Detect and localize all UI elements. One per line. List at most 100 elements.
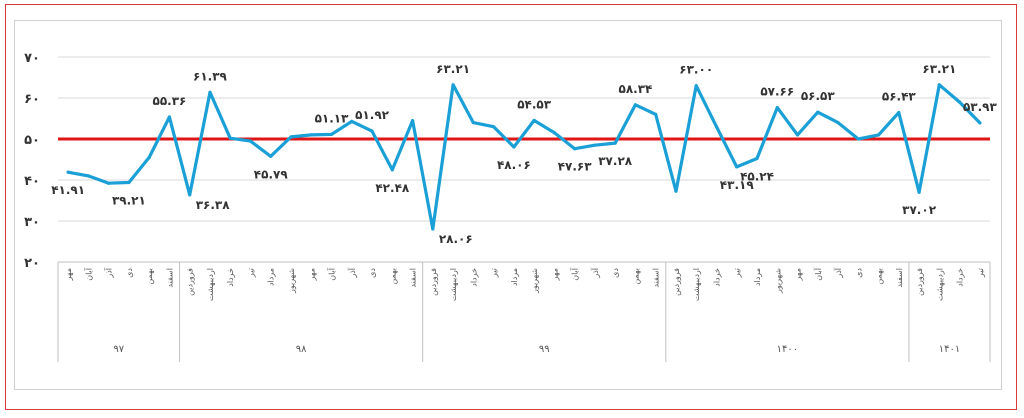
x-tick-label: بهمن	[875, 268, 884, 285]
x-tick-label: مرداد	[267, 268, 276, 286]
data-label: ۵۶.۵۳	[801, 89, 836, 103]
data-point	[755, 156, 759, 161]
data-label: ۲۸.۰۶	[439, 232, 473, 246]
data-point	[167, 115, 172, 119]
x-tick-label: شهریور	[287, 268, 296, 294]
y-tick-label: ۳۰	[24, 215, 40, 230]
data-point	[876, 133, 881, 137]
data-label: ۵۱.۹۲	[355, 108, 390, 122]
x-tick-label: اسفند	[652, 268, 661, 288]
x-tick-label: دی	[125, 268, 134, 278]
data-label: ۴۸.۰۶	[497, 158, 531, 172]
data-point	[390, 168, 394, 172]
data-point	[188, 193, 192, 197]
data-label: ۵۴.۵۳	[517, 97, 552, 111]
data-label: ۳۷.۰۲	[902, 203, 937, 217]
data-label: ۴۵.۷۹	[254, 167, 289, 181]
group-label: ۱۴۰۱	[939, 344, 960, 355]
data-point	[836, 121, 840, 125]
x-tick-label: اسفند	[409, 268, 418, 288]
data-point	[917, 190, 921, 194]
data-point	[694, 84, 698, 88]
x-tick-label: بهمن	[388, 268, 397, 285]
x-tick-label: خرداد	[469, 268, 478, 287]
data-point	[107, 181, 111, 185]
data-point	[958, 100, 962, 104]
data-point	[593, 143, 597, 147]
chart-area	[14, 20, 1002, 390]
x-tick-label: اردیبهشت	[935, 268, 944, 301]
data-label: ۵۳.۹۳	[963, 100, 998, 114]
x-tick-label: آبان	[327, 267, 337, 281]
x-tick-label: دی	[611, 268, 620, 278]
data-point	[674, 189, 678, 193]
data-point	[573, 147, 577, 151]
x-tick-label: خرداد	[712, 268, 721, 287]
data-point	[735, 165, 739, 169]
data-point	[613, 141, 617, 145]
x-tick-label: خرداد	[226, 268, 235, 287]
data-point	[512, 145, 516, 149]
y-tick-label: ۴۰	[24, 174, 40, 189]
x-tick-label: خرداد	[956, 268, 965, 287]
x-tick-label: تیر	[246, 268, 255, 278]
data-point	[856, 137, 860, 141]
data-point	[66, 170, 70, 174]
data-point	[127, 180, 131, 185]
data-point	[714, 125, 719, 129]
data-label: ۵۸.۳۴	[619, 82, 653, 96]
x-tick-label: اردیبهشت	[449, 268, 458, 301]
data-label: ۵۷.۶۶	[760, 85, 794, 99]
data-point	[816, 110, 820, 114]
x-tick-label: بهمن	[145, 268, 154, 285]
x-tick-label: مرداد	[753, 268, 762, 286]
group-label: ۱۴۰۰	[777, 344, 798, 355]
x-tick-label: مرداد	[510, 268, 519, 286]
data-point	[329, 132, 334, 136]
data-label: ۴۲.۴۸	[375, 181, 410, 195]
data-point	[492, 125, 496, 129]
x-tick-label: آبان	[83, 267, 93, 281]
group-label: ۹۷	[113, 344, 124, 355]
x-tick-label: اسفند	[165, 268, 174, 288]
x-tick-label: فروردین	[672, 268, 681, 296]
data-point	[410, 118, 415, 123]
x-tick-label: آذر	[590, 267, 600, 278]
data-point	[370, 129, 374, 133]
data-point	[228, 136, 232, 140]
data-label: ۵۱.۱۳	[315, 111, 350, 125]
data-label: ۳۹.۲۱	[112, 193, 146, 207]
data-point	[897, 111, 901, 115]
series-line	[66, 83, 982, 231]
data-label: ۳۶.۳۸	[196, 198, 231, 212]
x-tick-label: آبان	[570, 267, 580, 281]
x-tick-label: مهر	[307, 268, 316, 281]
data-point	[795, 133, 800, 137]
x-tick-label: اسفند	[895, 268, 904, 288]
data-point	[775, 105, 779, 110]
x-tick-label: تیر	[976, 268, 985, 278]
x-tick-label: مهر	[550, 268, 559, 281]
data-label: ۶۳.۲۱	[922, 62, 956, 76]
data-point	[269, 154, 273, 158]
data-label: ۴۳.۱۹	[720, 178, 755, 192]
data-label: ۵۶.۴۳	[882, 90, 917, 104]
y-tick-label: ۷۰	[24, 51, 40, 66]
x-tick-label: شهریور	[530, 268, 539, 294]
data-point	[532, 118, 536, 123]
data-point	[309, 133, 313, 137]
data-point	[208, 90, 212, 94]
x-tick-label: اردیبهشت	[206, 268, 215, 301]
x-tick-label: فروردین	[915, 268, 924, 296]
data-label: ۴۷.۶۳	[558, 160, 593, 174]
outer-frame	[5, 4, 1017, 410]
data-label: ۶۱.۳۹	[193, 69, 228, 83]
data-label: ۶۳.۰۰	[679, 63, 713, 77]
data-label: ۴۵.۲۴	[740, 170, 774, 184]
data-point	[451, 83, 455, 87]
data-point	[471, 121, 475, 125]
data-label: ۵۵.۳۶	[153, 94, 187, 108]
x-tick-label: فروردین	[429, 268, 438, 296]
data-point	[350, 119, 354, 123]
